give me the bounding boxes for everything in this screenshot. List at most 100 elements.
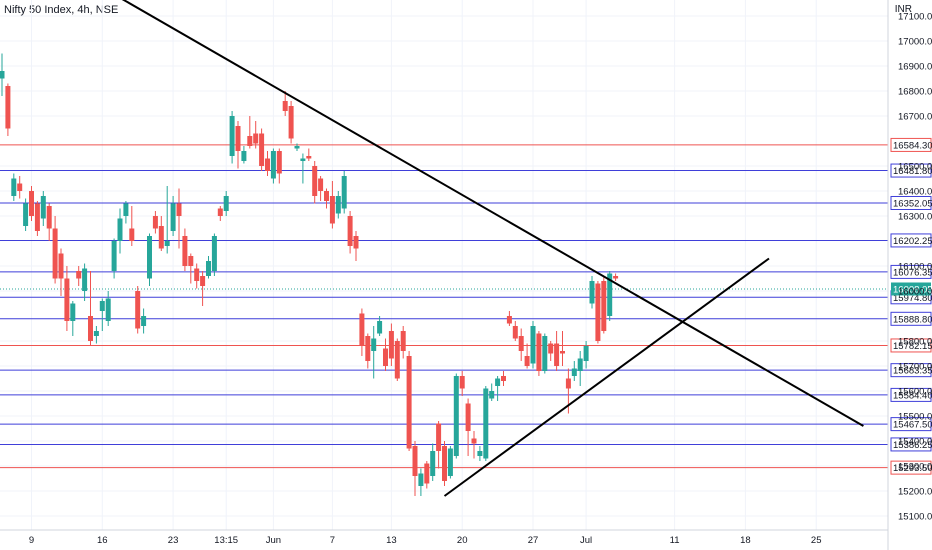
level-tag [890,460,932,475]
candle-body [530,326,536,364]
candle-body [595,283,601,341]
level-tag [890,437,932,452]
candle-body [501,376,506,381]
candle-body [17,183,23,191]
candle-body [123,203,129,216]
candle-body [524,356,530,366]
candle-body [465,403,471,431]
level-tag [890,311,932,326]
candle-body [365,336,371,361]
candle-body [88,316,93,341]
level-tag [890,163,932,178]
candle-body [70,303,76,321]
candle-body [359,313,365,346]
level-tag [890,137,932,152]
price-tick-label: 16500.00 [898,162,932,173]
candle-body [211,236,217,271]
candle-body [312,166,318,196]
price-tick-label: 15600.00 [898,387,932,398]
price-tick-label: 16700.00 [898,112,932,123]
candle-body [241,151,247,161]
time-tick-label: 16 [97,535,108,546]
candle-body [282,101,288,111]
time-tick-label: 27 [528,535,539,546]
candle-body [477,451,483,456]
candle-body [182,236,188,266]
candle-body [377,321,383,334]
candle-body [188,256,194,266]
candle-body [447,448,453,476]
last-price-label: 16008.05 [893,284,932,295]
trendlines [121,0,864,497]
candle-body [82,268,88,291]
candle-body [265,158,270,171]
candle-body [23,203,29,226]
level-tag-label: 15293.50 [893,463,932,474]
candle-body [200,276,206,286]
candle-body [506,316,512,324]
price-axis: 17000.00 16900.00 16800.00 16400.00 16300.00… [887,0,932,550]
level-tag-label: 16076.35 [893,267,932,278]
candle-body [318,178,324,191]
candle-body [430,451,436,476]
time-tick-label: 13 [386,535,397,546]
level-tag-label: 16481.80 [893,166,932,177]
candle-body [40,196,46,219]
time-tick-label: 13:15 [214,535,238,546]
time-tick-label: 7 [330,535,335,546]
candle-body [11,178,17,196]
level-tag [890,387,932,402]
candle-body [489,391,495,399]
candle-body [329,196,335,224]
candle-body [111,241,117,271]
time-tick-label: 23 [168,535,179,546]
price-tick-label: 15400.00 [898,437,932,448]
price-tick-label: 15300.00 [898,462,932,473]
level-tag-label: 16352.05 [893,198,932,209]
candle-body [52,228,58,279]
candle-body [394,341,400,379]
candle-body [418,473,424,486]
candle-body [306,156,312,159]
price-tick-label: 17000.00 [898,37,932,48]
price-tick-label: 15100.00 [898,512,932,523]
candle-body [64,278,70,321]
trendline-ascending [443,257,770,497]
price-tick-label: 16300.00 [898,212,932,223]
candle-body [388,331,394,359]
level-tag-label: 15888.80 [893,314,932,325]
time-tick-label: 25 [811,535,822,546]
candle-body [141,316,147,326]
candle-body [34,203,40,231]
price-tick-label: 15500.00 [898,412,932,423]
candle-body [347,216,353,246]
candle-body [135,291,141,329]
level-tag-label: 15974.80 [893,293,932,304]
currency-label: INR [894,4,912,15]
candle-body [259,133,265,166]
candle-body [324,191,329,201]
time-tick-label: 9 [29,535,34,546]
candle-body [176,203,182,216]
candle-body [495,378,501,386]
time-tick-label: 20 [457,535,468,546]
price-tick-label: 15200.00 [898,487,932,498]
candle-body [453,376,459,456]
level-tag-label: 15386.25 [893,440,932,451]
candle-body [560,351,565,354]
level-tag-label: 15683.35 [893,366,932,377]
last-price-tag [891,282,931,296]
candle-body [288,106,294,139]
candle-body [353,236,359,249]
level-tag [890,195,932,210]
price-tick-label: 16400.00 [898,187,932,198]
candle-body [76,271,82,279]
candle-body [105,298,111,321]
candle-body [589,281,595,304]
level-tag [890,233,932,248]
time-tick-label: Jun [266,535,281,546]
chart-title: Nifty 50 Index, 4h, NSE [4,4,119,16]
level-tag-label: 15467.50 [893,420,932,431]
price-tick-label: 15700.00 [898,362,932,373]
